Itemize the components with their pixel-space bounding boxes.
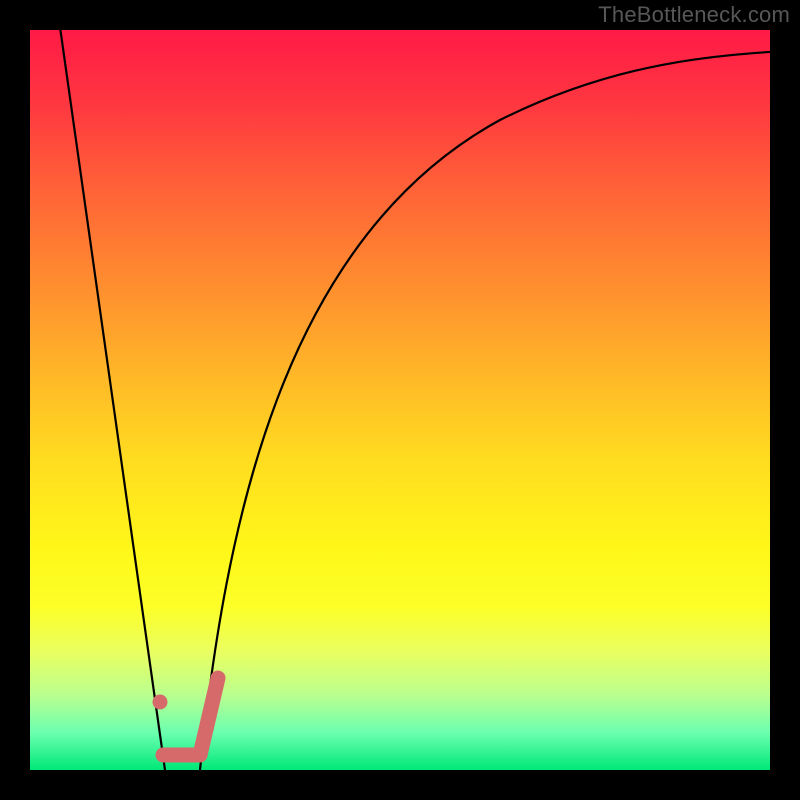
watermark-text: TheBottleneck.com xyxy=(598,2,790,28)
chart-svg xyxy=(0,0,800,800)
plot-area xyxy=(30,30,770,770)
chart-container: { "watermark": { "text": "TheBottleneck.… xyxy=(0,0,800,800)
marker-dot xyxy=(153,695,168,710)
